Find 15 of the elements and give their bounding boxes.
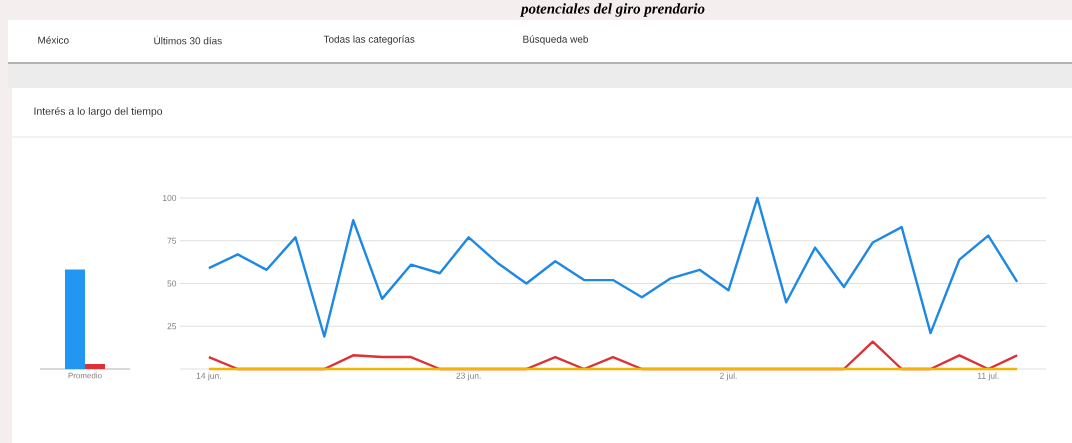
x-tick-label: 2 jul.: [719, 372, 737, 381]
chart-title: potenciales del giro prendario: [520, 3, 705, 17]
text: México: [38, 36, 69, 44]
text: Búsqueda web: [523, 35, 589, 45]
x-tick-label: 14 jun.: [196, 372, 221, 381]
text: Todas las categorías: [323, 35, 415, 45]
chart-subtitle: Interés a lo largo del tiempo: [34, 107, 163, 117]
text: Últimos 30 días: [154, 35, 222, 45]
line-series: [207, 196, 1019, 338]
y-tick-label: 50: [167, 280, 177, 287]
y-tick-label: 25: [167, 323, 177, 330]
y-tick-label: 75: [167, 237, 177, 244]
y-tick-label: 100: [162, 195, 177, 201]
x-tick-label: 23 jun.: [456, 372, 481, 381]
x-tick-label: 11 jul.: [977, 372, 999, 381]
